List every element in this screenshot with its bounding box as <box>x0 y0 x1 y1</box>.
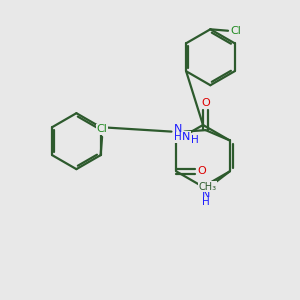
Text: Cl: Cl <box>231 26 242 36</box>
Text: H: H <box>174 133 182 142</box>
Text: Cl: Cl <box>97 124 107 134</box>
Text: N: N <box>202 190 210 200</box>
Text: H: H <box>190 135 198 146</box>
Text: O: O <box>197 166 206 176</box>
Text: N: N <box>182 132 191 142</box>
Text: O: O <box>201 98 210 108</box>
Text: H: H <box>202 197 210 207</box>
Text: CH₃: CH₃ <box>199 182 217 192</box>
Text: N: N <box>174 124 182 134</box>
